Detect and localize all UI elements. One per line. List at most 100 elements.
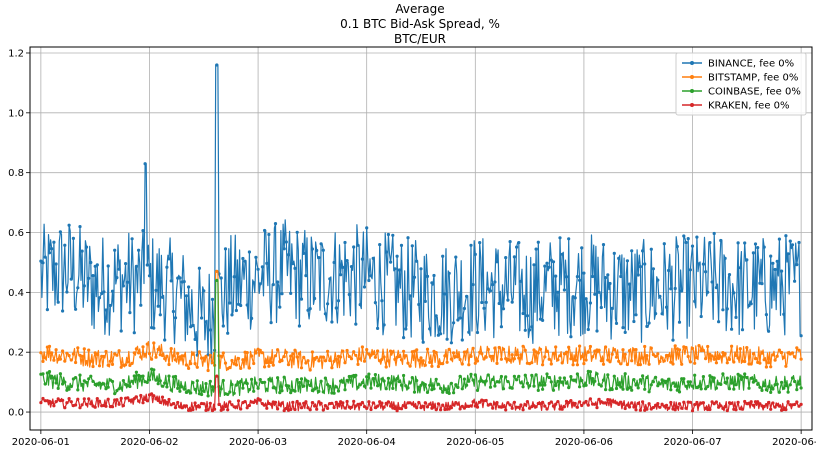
- data-point: [65, 290, 69, 294]
- data-point: [734, 353, 738, 358]
- data-point: [497, 380, 501, 384]
- data-point: [769, 390, 773, 394]
- data-point: [126, 396, 130, 400]
- data-point: [419, 356, 423, 360]
- data-point: [582, 271, 586, 275]
- data-point: [469, 243, 473, 247]
- data-point: [743, 399, 747, 404]
- data-point: [588, 397, 593, 401]
- data-point: [332, 260, 336, 265]
- data-point: [436, 364, 440, 369]
- data-point: [510, 386, 514, 390]
- data-point: [764, 403, 769, 407]
- data-point: [358, 402, 362, 406]
- data-point: [289, 391, 293, 395]
- data-point: [104, 349, 108, 354]
- data-point: [797, 240, 801, 245]
- data-point: [263, 380, 267, 384]
- data-point: [328, 384, 332, 388]
- data-point: [202, 356, 206, 360]
- data-point: [121, 404, 125, 408]
- data-point: [491, 377, 495, 382]
- data-point: [180, 385, 184, 389]
- data-point: [50, 374, 54, 378]
- data-point: [397, 380, 401, 384]
- data-point: [619, 385, 623, 389]
- data-point: [447, 347, 451, 351]
- data-point: [760, 282, 764, 286]
- data-point: [84, 380, 89, 384]
- data-point: [302, 401, 306, 405]
- data-point: [254, 351, 258, 355]
- data-point: [250, 316, 254, 320]
- data-point: [171, 309, 175, 314]
- data-point: [82, 379, 86, 383]
- data-point: [386, 359, 390, 363]
- data-point: [76, 388, 80, 392]
- data-point: [373, 355, 377, 359]
- data-point: [680, 406, 684, 410]
- data-point: [156, 398, 160, 403]
- data-point: [406, 236, 410, 240]
- data-point: [447, 391, 451, 395]
- data-point: [293, 407, 297, 412]
- data-point: [115, 398, 119, 402]
- data-point: [432, 273, 436, 278]
- data-point: [376, 326, 380, 330]
- data-point: [404, 327, 408, 331]
- data-point: [382, 323, 386, 327]
- data-point: [671, 338, 675, 342]
- data-point: [80, 403, 84, 407]
- data-point: [425, 347, 430, 351]
- data-point: [128, 311, 132, 315]
- data-point: [289, 291, 293, 295]
- data-point: [230, 403, 234, 407]
- data-point: [747, 362, 751, 366]
- data-point: [245, 351, 249, 355]
- data-point: [584, 358, 588, 362]
- data-point: [488, 385, 493, 389]
- data-point: [284, 240, 288, 244]
- data-point: [202, 402, 206, 406]
- data-point: [747, 386, 751, 390]
- data-point: [710, 280, 714, 284]
- data-point: [56, 386, 60, 390]
- data-point: [788, 239, 792, 243]
- data-point: [756, 400, 760, 404]
- data-point: [278, 305, 282, 309]
- data-point: [406, 361, 410, 365]
- data-point: [234, 363, 238, 367]
- data-point: [163, 338, 167, 342]
- data-point: [132, 351, 136, 355]
- data-point: [362, 405, 367, 409]
- series-markers-1: [39, 269, 803, 373]
- data-point: [684, 345, 688, 350]
- data-point: [408, 381, 412, 385]
- data-point: [658, 359, 662, 364]
- data-point: [677, 402, 682, 406]
- data-point: [384, 250, 388, 254]
- data-point: [595, 406, 599, 410]
- data-point: [139, 355, 143, 359]
- data-point: [319, 379, 323, 383]
- data-point: [712, 402, 716, 406]
- data-point: [284, 350, 288, 354]
- data-point: [632, 319, 636, 324]
- data-point: [612, 348, 616, 352]
- data-point: [152, 341, 156, 345]
- data-point: [239, 407, 243, 411]
- legend-swatch-marker: [690, 103, 694, 107]
- data-point: [97, 364, 102, 368]
- data-point: [706, 407, 710, 412]
- data-point: [128, 363, 132, 367]
- data-point: [599, 359, 603, 363]
- legend-entry: COINBASE, fee 0%: [708, 87, 801, 98]
- data-point: [124, 262, 128, 266]
- data-point: [725, 409, 729, 413]
- data-point: [365, 375, 369, 379]
- data-point: [623, 330, 627, 334]
- data-point: [306, 308, 310, 312]
- data-point: [465, 383, 469, 387]
- data-point: [614, 355, 619, 359]
- data-point: [382, 405, 386, 409]
